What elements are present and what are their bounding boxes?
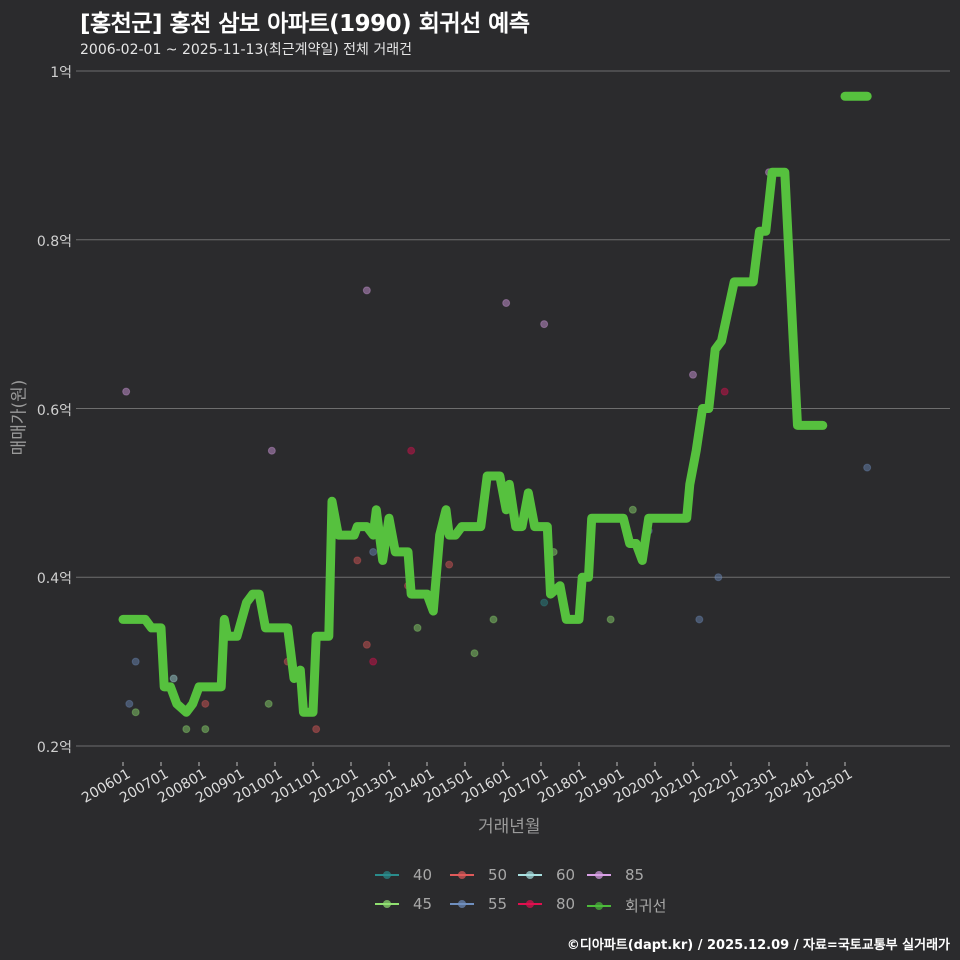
data-point-45 bbox=[201, 725, 210, 734]
legend-item-60[interactable]: 60 bbox=[518, 866, 575, 884]
data-point-80 bbox=[407, 446, 416, 455]
data-point-50 bbox=[445, 560, 454, 569]
data-point-60 bbox=[169, 674, 178, 683]
legend-label: 60 bbox=[556, 866, 576, 884]
legend-label: 회귀선 bbox=[625, 897, 667, 915]
data-point-85 bbox=[267, 446, 276, 455]
legend-item-85[interactable]: 85 bbox=[587, 866, 644, 884]
legend-swatch-icon bbox=[450, 871, 474, 879]
legend-item-45[interactable]: 45 bbox=[375, 895, 432, 913]
legend-item-50[interactable]: 50 bbox=[450, 866, 507, 884]
legend-swatch-icon bbox=[450, 900, 474, 908]
data-point-50 bbox=[353, 556, 362, 565]
y-tick-label: 0.6억 bbox=[36, 402, 72, 419]
legend-label: 40 bbox=[413, 866, 433, 884]
chart-title: [홍천군] 홍천 삼보 아파트(1990) 회귀선 예측 bbox=[80, 11, 530, 37]
legend-label: 85 bbox=[625, 866, 645, 884]
data-point-45 bbox=[413, 623, 422, 632]
legend-swatch-icon bbox=[375, 871, 399, 879]
legend-swatch-icon bbox=[518, 900, 542, 908]
data-point-55 bbox=[863, 463, 872, 472]
x-axis-label: 거래년월 bbox=[478, 817, 541, 837]
data-point-55 bbox=[695, 615, 704, 624]
legend-swatch-icon bbox=[587, 901, 611, 910]
data-point-45 bbox=[489, 615, 498, 624]
gridlines bbox=[76, 70, 950, 747]
legend-swatch-icon bbox=[375, 900, 399, 908]
data-point-85 bbox=[362, 286, 371, 295]
footer-credit: ©디아파트(dapt.kr) / 2025.12.09 / 자료=국토교통부 실… bbox=[566, 938, 950, 953]
y-tick-label: 0.2억 bbox=[36, 740, 72, 756]
data-point-80 bbox=[369, 657, 378, 666]
legend-label: 55 bbox=[488, 895, 508, 913]
legend-item-80[interactable]: 80 bbox=[518, 895, 575, 913]
regression-line-path bbox=[118, 167, 828, 717]
data-point-55 bbox=[125, 699, 134, 708]
data-point-85 bbox=[540, 320, 549, 329]
data-point-50 bbox=[201, 699, 210, 708]
data-point-85 bbox=[502, 299, 511, 308]
legend-label: 45 bbox=[413, 895, 433, 913]
y-tick-label: 0.8억 bbox=[36, 233, 72, 250]
legend-swatch-icon bbox=[587, 871, 611, 879]
legend-item-55[interactable]: 55 bbox=[450, 895, 507, 913]
data-point-85 bbox=[122, 387, 131, 396]
data-point-55 bbox=[369, 547, 378, 556]
regression-line bbox=[118, 91, 872, 717]
data-point-45 bbox=[470, 649, 479, 658]
data-point-45 bbox=[606, 615, 615, 624]
y-axis-label: 매매가(원) bbox=[9, 379, 30, 456]
data-point-45 bbox=[182, 725, 191, 734]
legend-item-regression[interactable]: 회귀선 bbox=[587, 895, 666, 916]
y-tick-label: 1억 bbox=[50, 65, 72, 81]
data-point-55 bbox=[131, 657, 140, 666]
data-point-45 bbox=[628, 505, 637, 514]
data-point-55 bbox=[714, 573, 723, 582]
legend-label: 80 bbox=[556, 895, 576, 913]
data-point-40 bbox=[540, 598, 549, 607]
data-point-45 bbox=[131, 708, 140, 717]
y-tick-label: 0.4억 bbox=[36, 571, 72, 588]
x-tick-marks bbox=[122, 762, 846, 766]
chart-subtitle: 2006-02-01 ~ 2025-11-13(최근계약일) 전체 거래건 bbox=[80, 42, 412, 58]
data-point-50 bbox=[312, 725, 321, 734]
data-point-45 bbox=[264, 699, 273, 708]
data-point-85 bbox=[689, 370, 697, 379]
legend-swatch-icon bbox=[518, 871, 542, 879]
legend-item-40[interactable]: 40 bbox=[375, 866, 432, 884]
data-point-50 bbox=[362, 640, 371, 649]
data-point-80 bbox=[720, 387, 729, 396]
legend-label: 50 bbox=[488, 866, 508, 884]
